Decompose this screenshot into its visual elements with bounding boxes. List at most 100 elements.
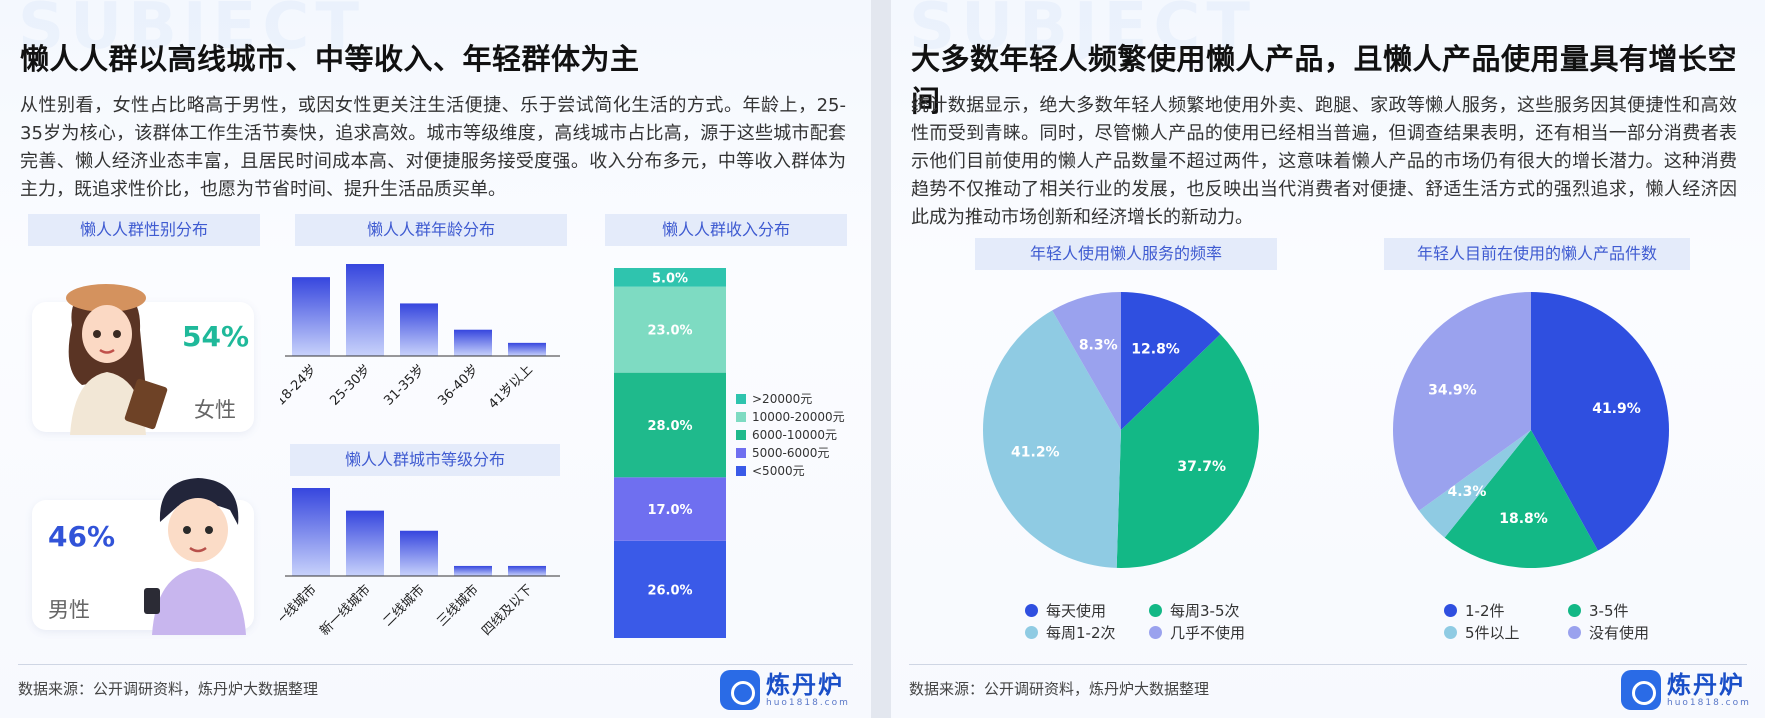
right-logo-name: 炼丹炉 <box>1667 671 1745 699</box>
legend-label: 几乎不使用 <box>1170 624 1246 642</box>
freq-slice-label: 41.2% <box>1011 444 1060 460</box>
income-segment <box>614 372 726 478</box>
right-panel: SUBJECT 大多数年轻人频繁使用懒人产品，且懒人产品使用量具有增长空间 统计… <box>891 0 1765 718</box>
legend-label: 6000-10000元 <box>752 428 838 442</box>
income-segment <box>614 286 726 373</box>
male-avatar-icon <box>144 478 246 635</box>
income-legend-item: 5000-6000元 <box>736 444 829 461</box>
age-bar <box>454 329 492 356</box>
income-legend-item: 10000-20000元 <box>736 408 845 425</box>
legend-label: 3-5件 <box>1589 602 1629 620</box>
right-logo-url: huo1818.com <box>1667 698 1751 708</box>
city-bar <box>400 530 438 576</box>
freq-slice <box>1121 292 1221 430</box>
age-bar <box>508 342 546 356</box>
female-avatar-icon <box>66 284 168 435</box>
right-source: 数据来源：公开调研资料，炼丹炉大数据整理 <box>909 680 1210 698</box>
subject-watermark: SUBJECT <box>18 0 365 64</box>
legend-dot <box>1149 604 1162 617</box>
income-legend-item: <5000元 <box>736 462 805 479</box>
city-bar <box>346 510 384 576</box>
legend-dot <box>1568 604 1581 617</box>
income-legend-item: 6000-10000元 <box>736 426 837 443</box>
freq-legend-item: 每天使用 <box>1025 600 1106 621</box>
age-bar-chart: 18-24岁 25-30岁 31-35岁 36-40岁 41岁以上 <box>280 264 560 412</box>
age-tick-label: 18-24岁 <box>280 362 320 409</box>
income-legend-item: >20000元 <box>736 390 812 407</box>
left-logo-name: 炼丹炉 <box>766 671 844 699</box>
left-logo-icon <box>720 670 760 710</box>
income-heading: 懒人人群收入分布 <box>605 214 847 246</box>
freq-legend-item: 每周3-5次 <box>1149 600 1240 621</box>
left-panel: SUBJECT 懒人人群以高线城市、中等收入、年轻群体为主 从性别看，女性占比略… <box>0 0 871 718</box>
city-tick-label: 二线城市 <box>380 582 428 630</box>
left-logo: 炼丹炉 huo1818.com <box>720 670 850 710</box>
count-slice <box>1393 292 1531 511</box>
panel-divider <box>871 0 891 718</box>
city-bar <box>454 565 492 576</box>
income-segment-label: 5.0% <box>652 271 688 286</box>
count-slice <box>1531 292 1669 551</box>
legend-label: 5000-6000元 <box>752 446 830 460</box>
freq-legend-item: 几乎不使用 <box>1149 622 1245 643</box>
freq-legend: 每天使用 每周3-5次每周1-2次 几乎不使用 <box>1025 600 1285 644</box>
left-paragraph: 从性别看，女性占比略高于男性，或因女性更关注生活便捷、乐于尝试简化生活的方式。年… <box>20 95 846 200</box>
age-bar <box>292 277 330 356</box>
legend-dot <box>1025 626 1038 639</box>
legend-label: <5000元 <box>752 464 805 478</box>
income-stacked-bar: 26.0% 17.0% 28.0% 23.0% 5.0% <box>614 268 726 638</box>
city-heading: 懒人人群城市等级分布 <box>290 444 560 476</box>
income-segment-label: 17.0% <box>647 503 692 518</box>
right-title: 大多数年轻人频繁使用懒人产品，且懒人产品使用量具有增长空间 <box>911 42 1738 118</box>
age-tick-label: 31-35岁 <box>381 362 428 409</box>
city-tick-label: 三线城市 <box>434 582 482 630</box>
legend-label: 每天使用 <box>1046 602 1107 620</box>
freq-slice <box>1116 334 1259 568</box>
city-tick-label: 一线城市 <box>280 582 320 630</box>
count-legend-item: 1-2件 <box>1444 600 1505 621</box>
count-legend-item: 5件以上 <box>1444 622 1520 643</box>
legend-dot <box>1444 626 1457 639</box>
age-heading: 懒人人群年龄分布 <box>295 214 567 246</box>
freq-slice <box>982 310 1121 568</box>
count-pie-chart: 41.9% 18.8% 4.3% 34.9% <box>1393 292 1669 568</box>
left-title: 懒人人群以高线城市、中等收入、年轻群体为主 <box>20 42 640 76</box>
city-bar <box>292 488 330 576</box>
income-segment-label: 26.0% <box>647 583 692 598</box>
income-segment <box>614 268 726 287</box>
left-footer-divider <box>18 664 853 665</box>
legend-dot <box>1025 604 1038 617</box>
freq-heading: 年轻人使用懒人服务的频率 <box>975 238 1277 270</box>
count-slice <box>1419 430 1531 538</box>
income-segment <box>614 477 726 541</box>
age-tick-label: 41岁以上 <box>486 362 536 412</box>
legend-label: 没有使用 <box>1589 624 1650 642</box>
right-footer-divider <box>909 664 1747 665</box>
legend-swatch <box>736 411 746 422</box>
income-segment <box>614 540 726 638</box>
freq-pie-chart: 12.8% 37.7% 41.2% 8.3% <box>982 292 1259 568</box>
female-percentage: 54% <box>182 320 250 353</box>
legend-label: 每周1-2次 <box>1046 624 1116 642</box>
male-label: 男性 <box>48 598 90 622</box>
income-legend: >20000元 10000-20000元 6000-10000元 5000-6000元… <box>736 390 871 480</box>
left-logo-url: huo1818.com <box>766 698 850 708</box>
age-tick-label: 25-30岁 <box>327 362 374 409</box>
count-slice-label: 18.8% <box>1499 511 1548 527</box>
legend-label: 5件以上 <box>1465 624 1520 642</box>
age-bar <box>346 264 384 356</box>
count-legend: 1-2件 3-5件 5件以上 没有使用 <box>1444 600 1664 644</box>
legend-dot <box>1568 626 1581 639</box>
female-label: 女性 <box>194 398 236 422</box>
legend-dot <box>1149 626 1162 639</box>
freq-slice-label: 8.3% <box>1079 338 1118 354</box>
count-heading: 年轻人目前在使用的懒人产品件数 <box>1384 238 1690 270</box>
city-bar <box>508 565 546 576</box>
city-tick-label: 四线及以下 <box>479 582 536 639</box>
legend-swatch <box>736 393 746 404</box>
subject-watermark: SUBJECT <box>909 0 1256 64</box>
income-segment-label: 28.0% <box>647 419 692 434</box>
gender-heading: 懒人人群性别分布 <box>28 214 260 246</box>
legend-label: 1-2件 <box>1465 602 1505 620</box>
